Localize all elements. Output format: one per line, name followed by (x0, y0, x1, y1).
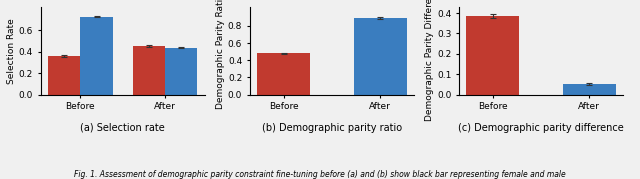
Text: (c) Demographic parity difference: (c) Demographic parity difference (458, 123, 624, 133)
Text: (a) Selection rate: (a) Selection rate (81, 123, 165, 133)
Y-axis label: Demographic Parity Difference: Demographic Parity Difference (425, 0, 434, 121)
Bar (257, 53, 310, 95)
Bar (165, 48, 198, 95)
Bar (48, 56, 81, 95)
Text: (b) Demographic parity ratio: (b) Demographic parity ratio (262, 123, 402, 133)
Bar (133, 46, 165, 95)
Y-axis label: Demographic Parity Ratio: Demographic Parity Ratio (216, 0, 225, 109)
Bar (353, 18, 406, 95)
Text: Fig. 1. Assessment of demographic parity constraint fine-tuning before (a) and (: Fig. 1. Assessment of demographic parity… (74, 170, 566, 179)
Y-axis label: Selection Rate: Selection Rate (7, 18, 16, 84)
Bar (467, 16, 519, 95)
Bar (81, 17, 113, 95)
Bar (563, 84, 616, 95)
